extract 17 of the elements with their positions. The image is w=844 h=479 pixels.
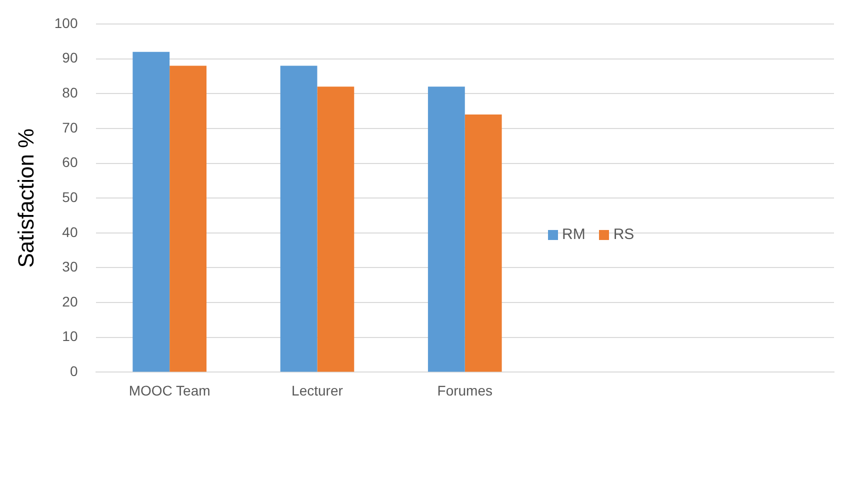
y-tick-label: 30 (62, 258, 78, 275)
y-tick-label: 60 (62, 154, 78, 170)
y-tick-label: 10 (62, 328, 78, 344)
legend-label: RM (561, 226, 586, 243)
y-tick-label: 0 (70, 363, 78, 380)
y-tick-label: 40 (62, 224, 78, 240)
y-tick-label: 100 (54, 14, 78, 31)
x-tick-label: Lecturer (292, 382, 344, 398)
y-axis-title: Satisfaction % (13, 128, 38, 268)
y-tick-label: 80 (62, 84, 78, 100)
x-tick-label: Forumes (437, 382, 492, 398)
legend-label: RS (612, 226, 634, 243)
y-tick-label: 90 (62, 50, 78, 66)
y-tick-label: 20 (62, 293, 78, 310)
x-tick-label: MOOC Team (128, 382, 210, 398)
y-tick-label: 70 (62, 119, 78, 136)
y-tick-label: 50 (62, 188, 78, 205)
